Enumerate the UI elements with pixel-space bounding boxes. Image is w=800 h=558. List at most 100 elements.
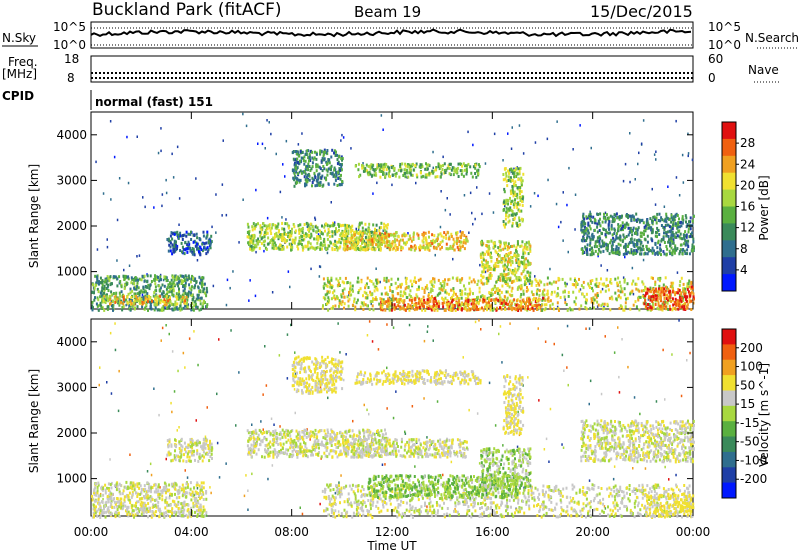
echo-cell (140, 297, 143, 301)
echo-cell (321, 247, 323, 251)
echo-cell (315, 157, 318, 161)
echo-cell (453, 291, 455, 295)
echo-cell (351, 228, 354, 232)
echo-cell (478, 290, 481, 294)
echo-cell (457, 236, 460, 240)
echo-cell (402, 294, 404, 298)
echo-cell (437, 305, 440, 309)
echo-cell (644, 287, 647, 291)
echo-cell (522, 270, 525, 274)
echo-cell (607, 231, 610, 235)
echo-cell (202, 300, 205, 303)
echo-cell (373, 239, 376, 243)
echo-cell (103, 308, 106, 312)
echo-cell (370, 230, 373, 234)
echo-cell (595, 284, 598, 288)
echo-cell (441, 245, 443, 249)
echo-cell (168, 304, 171, 308)
echo-cell (355, 248, 358, 252)
echo-cell (460, 231, 463, 235)
echo-cell (658, 293, 661, 297)
echo-cell (380, 300, 383, 304)
echo-cell (404, 171, 406, 175)
echo-cell (486, 279, 488, 283)
echo-cell (671, 227, 674, 231)
echo-cell (518, 124, 521, 127)
echo-cell (146, 292, 149, 296)
echo-cell (602, 228, 605, 231)
echo-cell (675, 119, 677, 123)
echo-cell (184, 304, 187, 308)
echo-cell (137, 286, 140, 290)
echo-cell (104, 301, 107, 304)
echo-cell (344, 276, 347, 280)
echo-cell (615, 212, 618, 216)
echo-cell (129, 291, 132, 295)
echo-cell (289, 230, 292, 233)
echo-cell (340, 155, 343, 159)
echo-cell (341, 157, 344, 161)
echo-cell (434, 253, 436, 257)
echo-cell (530, 283, 533, 287)
echo-cell (590, 253, 593, 257)
echo-cell (538, 283, 541, 287)
echo-cell (594, 240, 597, 244)
echo-cell (487, 252, 490, 256)
echo-cell (508, 285, 511, 289)
echo-cell (323, 237, 326, 241)
echo-cell (174, 303, 177, 307)
echo-cell (489, 255, 492, 259)
echo-cell (471, 175, 474, 179)
echo-cell (644, 302, 647, 306)
echo-cell (667, 308, 670, 311)
echo-cell (467, 162, 470, 166)
echo-cell (107, 279, 110, 283)
echo-cell (199, 298, 202, 302)
echo-cell (499, 306, 501, 310)
echo-cell (654, 251, 657, 255)
echo-cell (179, 231, 182, 235)
echo-cell (390, 233, 392, 237)
echo-cell (680, 276, 683, 280)
echo-cell (132, 278, 135, 282)
echo-cell (654, 203, 657, 206)
echo-cell (375, 173, 378, 177)
echo-cell (490, 274, 493, 278)
echo-cell (424, 246, 427, 250)
echo-cell (106, 238, 108, 241)
echo-cell (340, 168, 343, 172)
echo-cell (487, 250, 490, 254)
nave-right-tick-top: 60 (708, 52, 723, 66)
echo-cell (597, 285, 600, 288)
echo-cell (468, 231, 470, 234)
echo-cell (145, 290, 147, 294)
echo-cell (455, 301, 458, 305)
echo-cell (429, 280, 432, 284)
echo-cell (282, 163, 284, 166)
echo-cell (456, 307, 459, 311)
echo-cell (396, 292, 399, 296)
echo-cell (369, 231, 372, 235)
echo-cell (496, 264, 499, 268)
echo-cell (636, 217, 639, 221)
echo-cell (343, 302, 346, 306)
echo-cell (453, 169, 456, 173)
echo-cell (371, 293, 374, 297)
echo-cell (479, 252, 482, 256)
echo-cell (619, 235, 622, 239)
echo-cell (319, 149, 322, 153)
echo-cell (589, 238, 592, 242)
echo-cell (504, 222, 507, 226)
echo-cell (105, 282, 108, 286)
echo-cell (644, 228, 647, 232)
echo-cell (401, 246, 404, 250)
echo-cell (366, 304, 369, 308)
echo-cell (596, 300, 599, 304)
echo-cell (654, 303, 657, 306)
echo-cell (250, 246, 253, 250)
echo-cell (691, 249, 694, 253)
echo-cell (293, 184, 296, 188)
echo-cell (173, 239, 176, 243)
echo-cell (343, 281, 345, 285)
echo-cell (509, 196, 511, 200)
